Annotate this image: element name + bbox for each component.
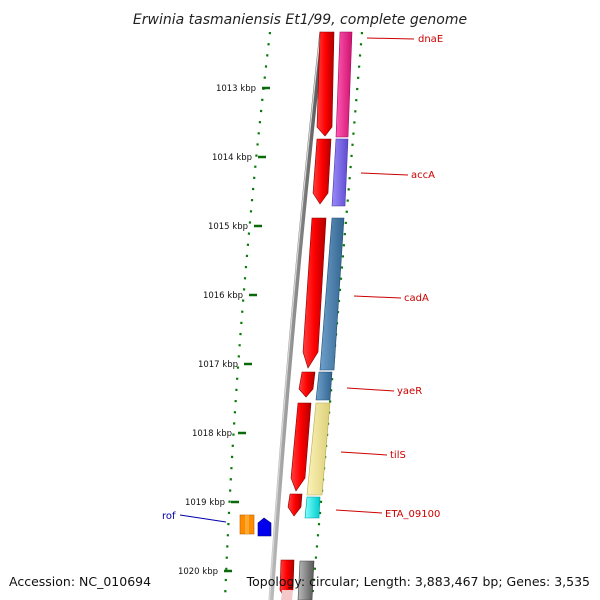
eta-09100-leader-line [335,509,383,514]
ruler-label: 1013 kbp [216,84,256,94]
gene-label-eta-09100[interactable]: ETA_09100 [385,509,440,520]
topology-text: Topology: circular; Length: 3,883,467 bp… [246,574,590,589]
rof-gene-arrow[interactable] [257,517,272,537]
ruler-label: 1014 kbp [212,153,252,163]
gene-label-yaer[interactable]: yaeR [397,386,422,397]
ruler-dotted-arc [223,31,272,600]
map-title: Erwinia tasmaniensis Et1/99, complete ge… [133,12,467,28]
rof-gene-group: rof [162,511,272,537]
rof-leader-line [179,514,227,523]
gene-block-lower-light [281,590,293,600]
gene-block-dnae[interactable] [335,31,353,138]
gene-block-cada[interactable] [319,217,345,371]
gene-label-cada[interactable]: cadA [404,293,429,304]
yaer-leader-line [346,387,395,392]
cada-leader-line [353,295,402,299]
genome-backbone [268,31,325,600]
cds-arrow[interactable] [316,31,335,137]
ruler-label: 1017 kbp [198,360,238,370]
accession-text: Accession: NC_010694 [9,574,151,589]
ruler-label: 1016 kbp [203,291,243,301]
cds-arrow[interactable] [312,138,332,205]
gene-block-acca[interactable] [331,138,349,207]
gene-track [281,31,353,600]
gene-block-eta-09100[interactable] [304,496,321,519]
gene-block-lower[interactable] [297,560,315,600]
cds-arrow[interactable] [287,493,303,517]
inner-dotted-arc [310,31,364,600]
ruler-label: 1019 kbp [185,498,225,508]
ruler: 1013 kbp 1014 kbp 1015 kbp 1016 kbp 1017 kbp… [178,31,272,600]
ruler-label: 1020 kbp [178,567,218,577]
dnae-leader-line [366,37,415,40]
acca-leader-line [360,172,409,176]
tils-leader-line [340,451,388,456]
cds-arrow[interactable] [298,371,316,398]
gene-labels: dnaE accA cadA yaeR tilS ETA_09100 [335,34,443,520]
cds-arrow[interactable] [290,402,312,492]
cds-arrow[interactable] [302,217,327,369]
gene-block-tils[interactable] [306,402,331,496]
gene-label-acca[interactable]: accA [411,170,435,181]
gene-label-dnae[interactable]: dnaE [418,34,443,45]
gene-block-yaer[interactable] [315,371,333,401]
cds-track [279,31,335,600]
ruler-label: 1018 kbp [192,429,232,439]
ruler-label: 1015 kbp [208,222,248,232]
gene-label-tils[interactable]: tilS [390,450,406,461]
gene-label-rof[interactable]: rof [162,511,176,522]
